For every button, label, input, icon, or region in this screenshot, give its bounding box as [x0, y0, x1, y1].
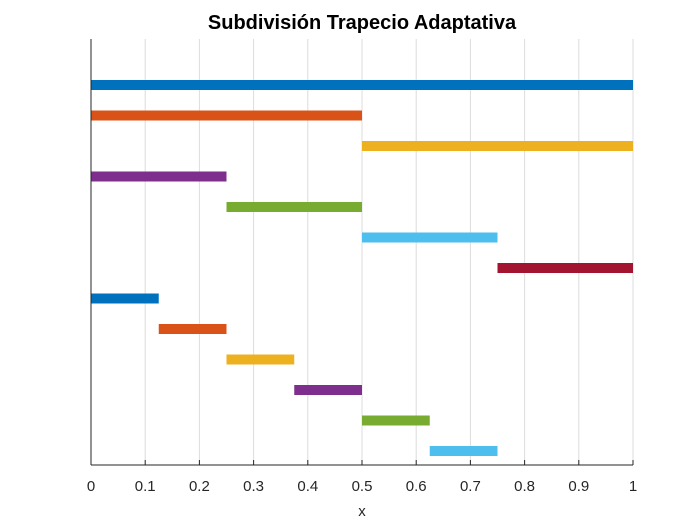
segments [91, 80, 633, 456]
x-tick-label: 1 [629, 478, 637, 495]
x-axis-label: x [358, 503, 366, 520]
x-tick-label: 0.8 [514, 478, 535, 495]
x-tick-label: 0.5 [352, 478, 373, 495]
x-tick-label: 0.1 [135, 478, 156, 495]
x-tick-label: 0 [87, 478, 95, 495]
chart-title: Subdivisión Trapecio Adaptativa [208, 12, 517, 34]
x-ticks: 0 0.1 0.2 0.3 0.4 0.5 0.6 0.7 0.8 0.9 1 [87, 460, 637, 495]
x-tick-label: 0.7 [460, 478, 481, 495]
x-tick-label: 0.6 [406, 478, 427, 495]
x-tick-label: 0.3 [243, 478, 264, 495]
x-tick-label: 0.4 [297, 478, 318, 495]
x-tick-label: 0.9 [568, 478, 589, 495]
grid-lines [90, 39, 634, 465]
x-tick-label: 0.2 [189, 478, 210, 495]
